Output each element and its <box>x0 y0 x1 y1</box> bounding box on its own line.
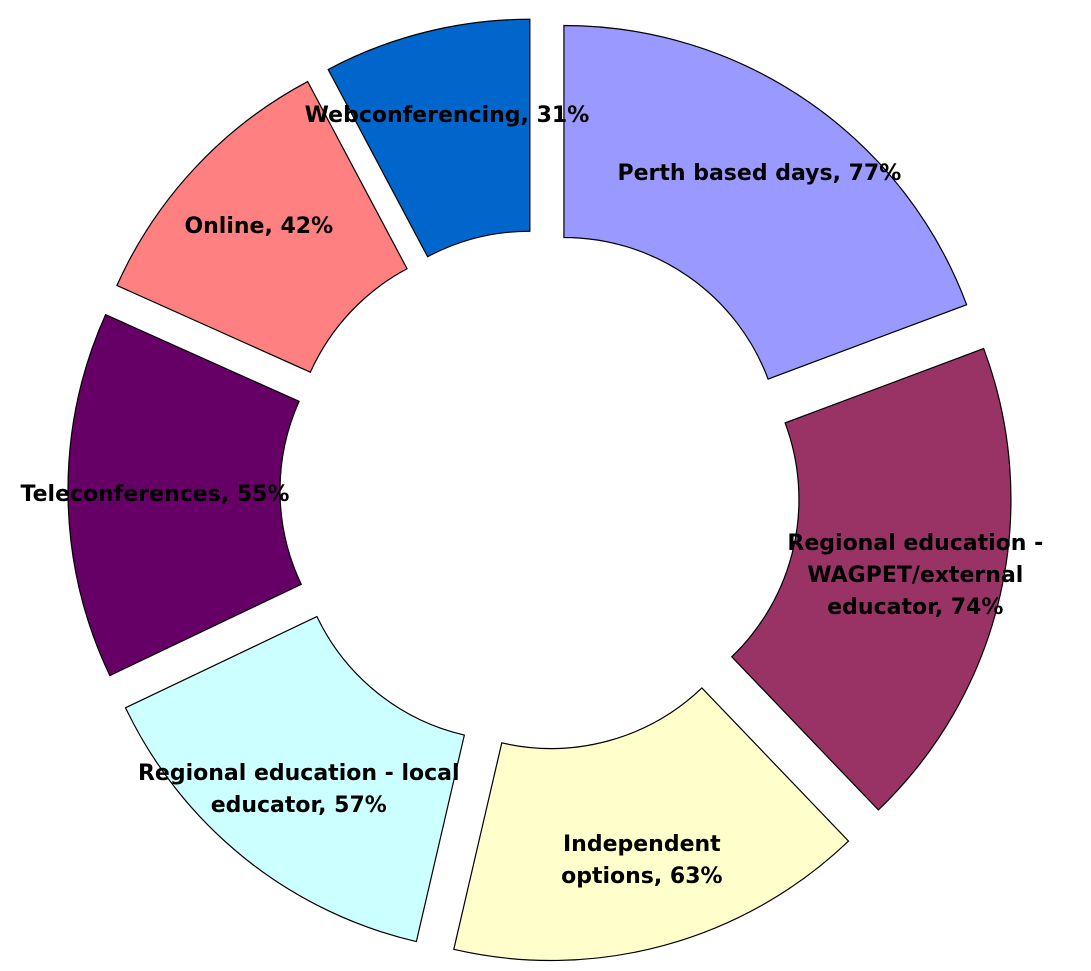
donut-segment <box>327 18 531 258</box>
data-label: Online, 42% <box>184 214 334 240</box>
data-label: Teleconferences, 55% <box>20 481 290 507</box>
donut-segment <box>453 687 850 962</box>
data-label: Independent options, 63% <box>561 832 723 890</box>
donut-segment <box>730 347 1012 811</box>
data-label: Webconferencing, 31% <box>304 103 590 129</box>
donut-segment <box>67 313 303 677</box>
data-label: Regional education - local educator, 57% <box>137 761 460 819</box>
donut-segment <box>124 615 466 943</box>
donut-segment <box>563 24 968 380</box>
data-label: Regional education - WAGPET/external edu… <box>787 530 1044 620</box>
donut-segment <box>116 80 408 373</box>
data-label: Perth based days, 77% <box>617 160 902 186</box>
